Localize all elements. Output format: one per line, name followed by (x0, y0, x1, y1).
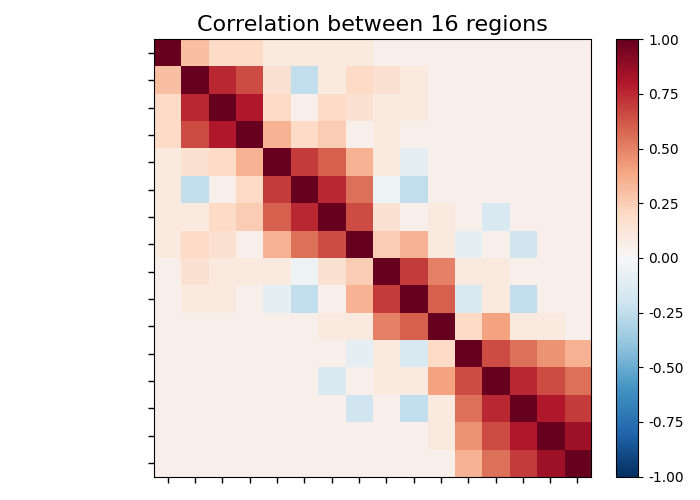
Title: Correlation between 16 regions: Correlation between 16 regions (197, 15, 548, 35)
